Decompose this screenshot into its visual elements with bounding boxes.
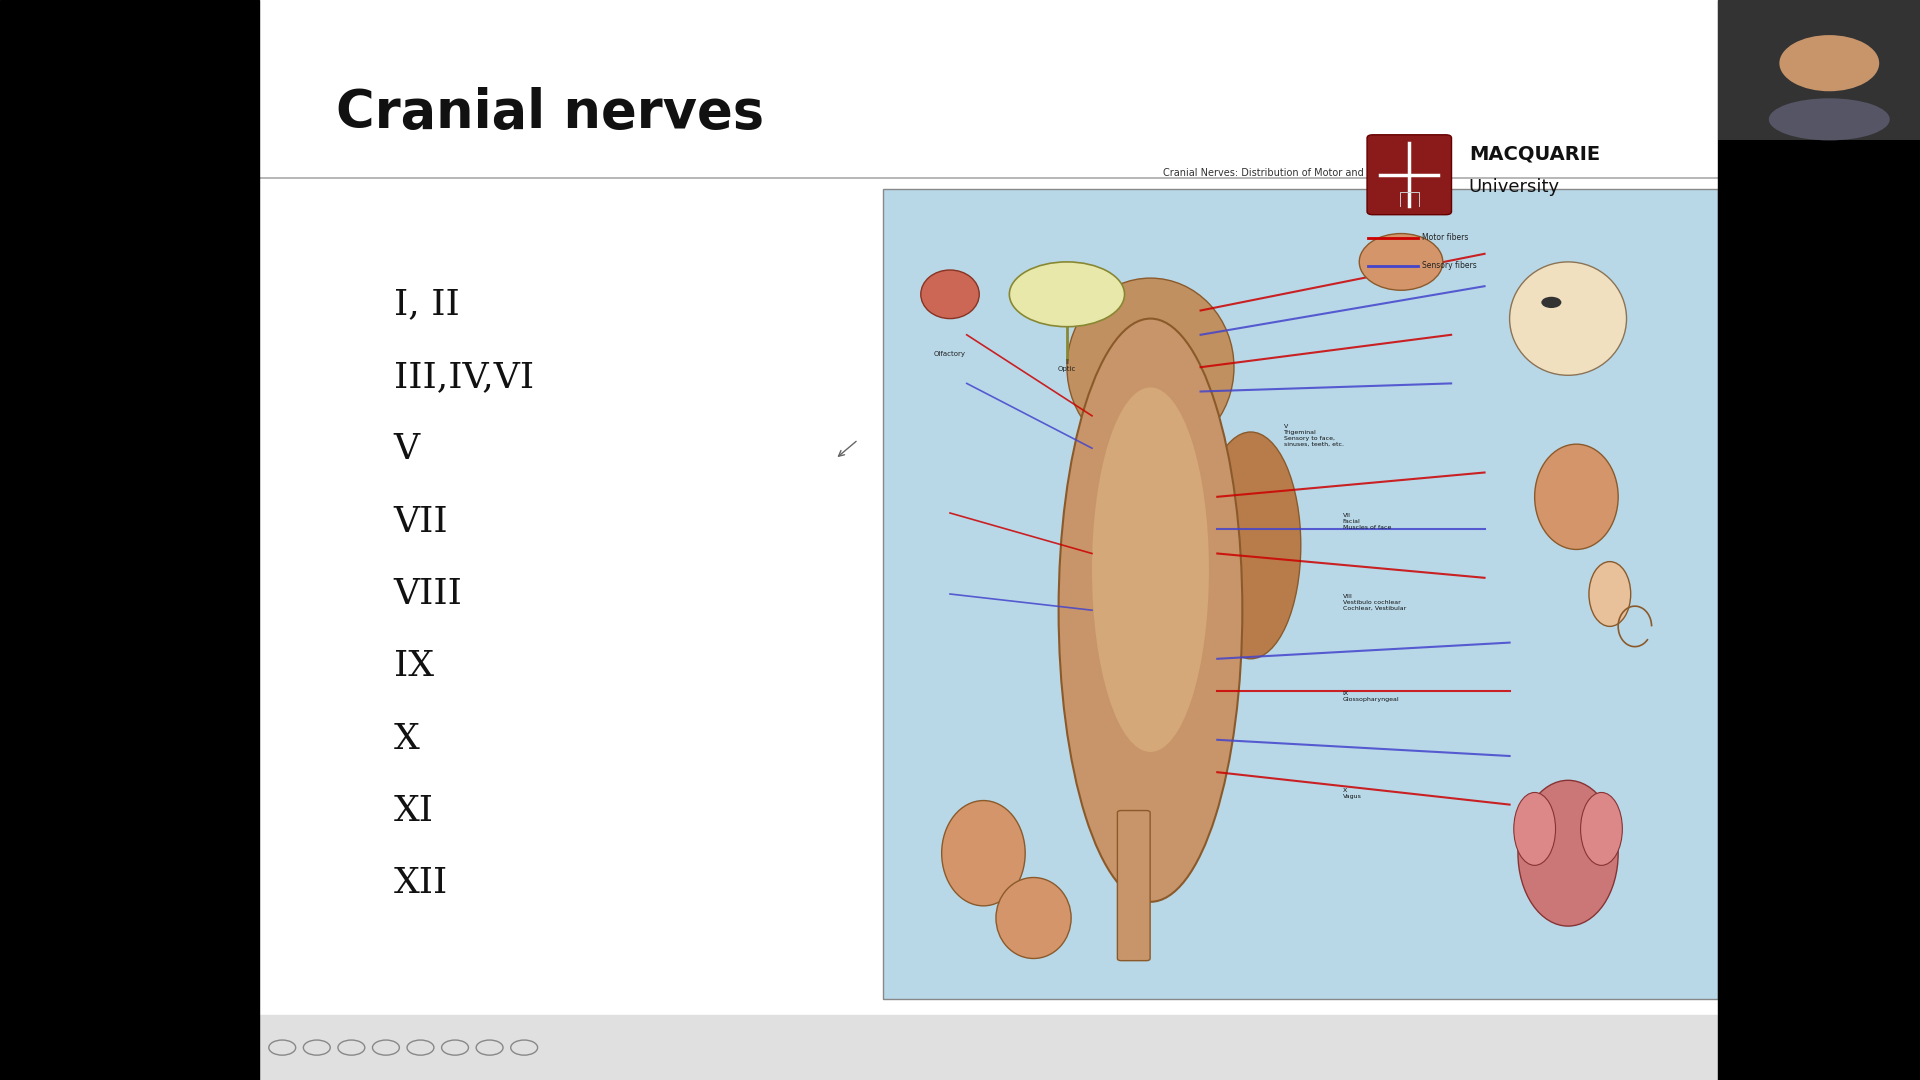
Bar	[259, 1015, 1718, 1080]
Text: VIII
Vestibulo cochlear
Cochlear, Vestibular: VIII Vestibulo cochlear Cochlear, Vestib…	[1342, 594, 1405, 610]
Ellipse shape	[1058, 319, 1242, 902]
Bar	[883, 189, 1718, 999]
Text: XII: XII	[394, 866, 447, 901]
Bar	[1718, 0, 1920, 1080]
Text: III,IV,VI: III,IV,VI	[394, 360, 534, 394]
Text: Cranial Nerves: Distribution of Motor and Sensory Fibers: Cranial Nerves: Distribution of Motor an…	[1164, 168, 1438, 178]
FancyBboxPatch shape	[1117, 810, 1150, 961]
Text: IX: IX	[394, 649, 434, 684]
Text: Sensory fibers: Sensory fibers	[1423, 261, 1476, 270]
Ellipse shape	[1580, 793, 1622, 865]
Text: XI: XI	[394, 794, 434, 828]
Text: IX
Glossopharyngeal: IX Glossopharyngeal	[1342, 691, 1400, 702]
Ellipse shape	[1359, 233, 1442, 291]
Text: V: V	[394, 432, 420, 467]
Text: VII
Facial
Muscles of face: VII Facial Muscles of face	[1342, 513, 1390, 529]
Text: Motor fibers: Motor fibers	[1423, 233, 1469, 242]
Text: Cranial nerves: Cranial nerves	[336, 87, 764, 139]
Bar	[1718, 0, 1920, 140]
Ellipse shape	[922, 270, 979, 319]
Circle shape	[1010, 262, 1125, 326]
Ellipse shape	[1092, 388, 1210, 752]
Text: MACQUARIE: MACQUARIE	[1469, 145, 1599, 164]
Text: V
Trigeminal
Sensory to face,
sinuses, teeth, etc.: V Trigeminal Sensory to face, sinuses, t…	[1284, 424, 1344, 446]
Ellipse shape	[1068, 278, 1235, 456]
Ellipse shape	[1768, 98, 1889, 140]
Text: VII: VII	[394, 504, 447, 539]
Text: X: X	[394, 721, 419, 756]
Ellipse shape	[941, 800, 1025, 906]
Ellipse shape	[1519, 780, 1619, 927]
FancyBboxPatch shape	[1367, 135, 1452, 215]
Text: University: University	[1469, 178, 1559, 195]
Bar	[0, 0, 259, 1080]
Ellipse shape	[1534, 444, 1619, 550]
Text: I, II: I, II	[394, 287, 459, 322]
Ellipse shape	[1590, 562, 1630, 626]
Ellipse shape	[1509, 261, 1626, 376]
Ellipse shape	[996, 877, 1071, 959]
Text: Olfactory: Olfactory	[933, 351, 966, 357]
Text: X
Vagus: X Vagus	[1342, 788, 1361, 799]
Ellipse shape	[1200, 432, 1302, 659]
Circle shape	[1780, 35, 1880, 91]
Text: II
Optic: II Optic	[1058, 359, 1075, 373]
Circle shape	[1542, 297, 1561, 308]
Ellipse shape	[1513, 793, 1555, 865]
Text: VIII: VIII	[394, 577, 463, 611]
